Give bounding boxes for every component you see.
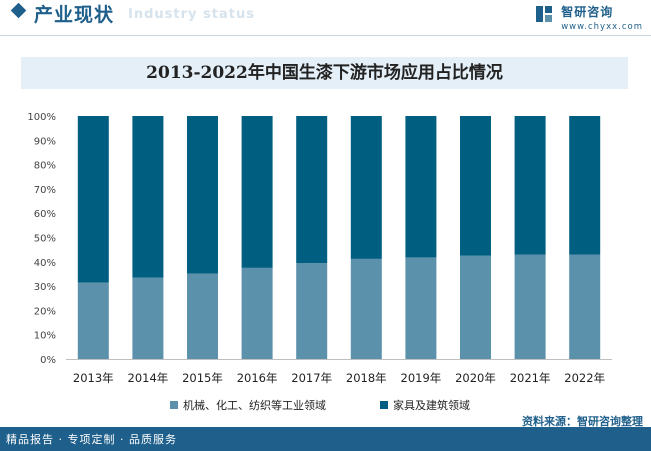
brand-logo-block: 智研咨询 www.chyxx.com: [536, 3, 643, 32]
y-axis: 0% 10% 20% 30% 40% 50% 60% 70% 80% 90% 100%: [27, 112, 612, 366]
x-tick-label: 2019年: [401, 371, 442, 385]
y-tick-label: 0%: [40, 355, 56, 366]
bar-segment-2: [241, 116, 273, 268]
bar-segment-1: [460, 255, 491, 359]
chart-title-box: 2013-2022年中国生漆下游市场应用占比情况: [21, 57, 628, 89]
section-title: 产业现状: [34, 4, 115, 26]
bar-segment-2: [296, 116, 328, 264]
bar-segment-1: [350, 258, 382, 359]
y-tick-label: 30%: [34, 282, 56, 293]
x-tick-label: 2014年: [128, 371, 169, 385]
legend: 机械、化工、纺织等工业领域 家具及建筑领域: [170, 398, 470, 412]
x-axis: 2013年 2014年 2015年 2016年 2017年 2018年 2019年 2020年…: [73, 371, 605, 385]
y-tick-label: 90%: [34, 136, 56, 147]
bar-segment-1: [405, 257, 437, 359]
x-tick-label: 2013年: [73, 371, 114, 385]
y-tick-label: 100%: [27, 112, 56, 123]
bar-segment-2: [350, 116, 382, 259]
section-watermark: Industry status: [128, 7, 255, 22]
bars-group: [77, 116, 601, 359]
header-bar: 产业现状 Industry status 智研咨询 www.chyxx.com: [0, 0, 651, 40]
legend-swatch: [380, 401, 388, 409]
y-tick-label: 40%: [34, 258, 56, 269]
bar-segment-1: [187, 273, 218, 359]
bar-segment-2: [460, 116, 491, 256]
x-tick-label: 2015年: [182, 371, 223, 385]
legend-label: 家具及建筑领域: [393, 398, 470, 412]
legend-swatch: [170, 401, 178, 409]
x-tick-label: 2022年: [564, 371, 605, 385]
header-divider: [0, 35, 651, 36]
y-tick-label: 70%: [34, 185, 56, 196]
y-tick-label: 10%: [34, 331, 56, 342]
bar-segment-1: [569, 254, 601, 359]
x-tick-label: 2017年: [291, 371, 332, 385]
bar-segment-2: [187, 116, 218, 274]
bar-segment-1: [241, 267, 273, 359]
brand-logo-icon: [536, 6, 553, 22]
legend-label: 机械、化工、纺织等工业领域: [183, 398, 326, 412]
y-tick-label: 50%: [34, 234, 56, 245]
x-tick-label: 2020年: [455, 371, 496, 385]
x-tick-label: 2018年: [346, 371, 387, 385]
source-note: 资料来源：智研咨询整理: [522, 415, 643, 428]
x-tick-label: 2021年: [510, 371, 551, 385]
bar-segment-1: [514, 254, 546, 359]
chart-title: 2013-2022年中国生漆下游市场应用占比情况: [146, 63, 503, 83]
bar-segment-1: [132, 277, 164, 359]
bar-segment-2: [132, 116, 164, 278]
x-tick-label: 2016年: [237, 371, 278, 385]
brand-name: 智研咨询: [561, 5, 614, 19]
bar-segment-2: [569, 116, 601, 255]
bar-segment-1: [77, 282, 109, 359]
y-tick-label: 80%: [34, 161, 56, 172]
bar-segment-2: [405, 116, 437, 258]
bar-segment-2: [514, 116, 546, 255]
bar-segment-1: [296, 263, 328, 359]
brand-url: www.chyxx.com: [561, 22, 643, 32]
footer-bar: 精品报告 · 专项定制 · 品质服务: [0, 427, 651, 451]
y-tick-label: 20%: [34, 306, 56, 317]
footer-slogan: 精品报告 · 专项定制 · 品质服务: [6, 433, 177, 446]
y-tick-label: 60%: [34, 209, 56, 220]
bar-segment-2: [77, 116, 109, 283]
